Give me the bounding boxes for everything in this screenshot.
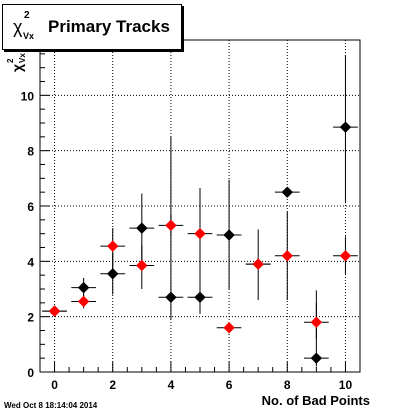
y-tick-label: 0 [27, 366, 34, 380]
data-point-marker-black [194, 291, 206, 304]
x-tick-label: 0 [51, 378, 58, 392]
data-point-marker-black [281, 186, 293, 198]
data-point-marker-red [281, 250, 293, 262]
data-point-marker-red [136, 259, 148, 272]
title-box: χ 2 Vx Primary Tracks [2, 4, 182, 50]
y-axis-label-subscript: Vx [18, 53, 27, 63]
y-tick-label: 4 [27, 255, 34, 269]
tick-labels: 0 2 4 6 8 10 0 2 4 6 8 10 [21, 89, 353, 392]
x-tick-label: 2 [109, 378, 116, 392]
data-point-marker-black [310, 352, 323, 364]
data-point-marker-black [136, 222, 148, 234]
data-point-marker-red [107, 240, 119, 252]
data-point-marker-red [223, 322, 235, 334]
data-point-marker-red [194, 227, 206, 240]
y-tick-label: 8 [27, 145, 34, 159]
y-tick-label: 10 [21, 89, 35, 103]
x-tick-label: 10 [339, 378, 353, 392]
title-superscript: 2 [24, 10, 30, 21]
chart-title: Primary Tracks [48, 17, 170, 36]
data-point-marker-red [310, 316, 323, 328]
title-chi-symbol: χ [13, 17, 23, 37]
data-point-marker-black [77, 281, 90, 294]
y-axis-label-superscript: 2 [6, 58, 15, 63]
y-axis-label-symbol: χ [9, 64, 25, 72]
data-point-marker-black [165, 291, 177, 304]
y-tick-label: 6 [27, 200, 34, 214]
title-subscript: Vx [23, 31, 35, 41]
data-marks [42, 55, 358, 367]
data-point-marker-black [223, 229, 235, 241]
data-point-marker-red [165, 219, 177, 232]
data-point-marker-red [77, 295, 90, 308]
data-point-marker-red [252, 258, 264, 270]
y-tick-label: 2 [27, 311, 34, 325]
data-point-marker-red [339, 250, 352, 262]
x-tick-label: 6 [226, 378, 233, 392]
timestamp: Wed Oct 8 18:14:04 2014 [4, 401, 98, 410]
x-tick-label: 8 [284, 378, 291, 392]
axis-ticks [39, 53, 361, 373]
x-axis-label: No. of Bad Points [262, 393, 370, 408]
x-tick-label: 4 [168, 378, 175, 392]
y-axis-label: χ 2 Vx [6, 53, 27, 72]
data-point-marker-red [48, 305, 61, 317]
data-point-marker-black [339, 121, 352, 133]
